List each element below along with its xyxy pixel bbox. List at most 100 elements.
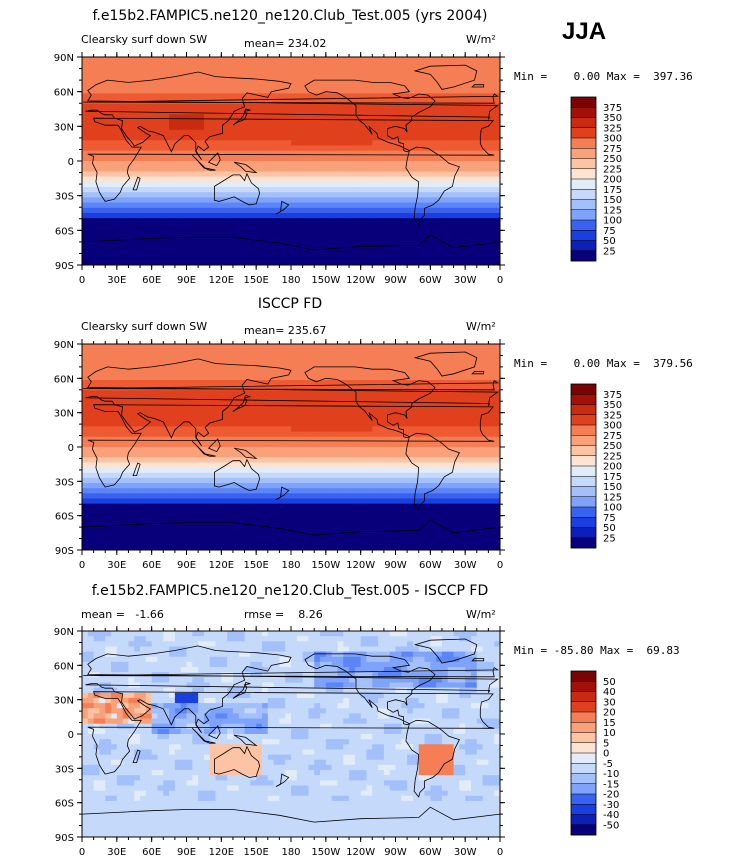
grid-cell bbox=[261, 202, 269, 209]
grid-cell bbox=[128, 244, 135, 250]
grid-cell bbox=[261, 129, 269, 136]
grid-cell bbox=[128, 192, 135, 198]
grid-cell bbox=[372, 213, 379, 219]
grid-cell bbox=[192, 129, 199, 136]
grid-cell bbox=[140, 124, 147, 131]
grid-cell bbox=[122, 181, 130, 188]
grid-cell bbox=[401, 467, 408, 474]
grid-cell bbox=[296, 202, 304, 209]
grid-cell bbox=[279, 349, 286, 355]
grid-cell bbox=[203, 140, 211, 146]
grid-cell bbox=[389, 369, 397, 376]
grid-cell bbox=[372, 410, 379, 417]
grid-cell bbox=[145, 161, 153, 167]
grid-cell bbox=[203, 254, 211, 261]
grid-cell bbox=[383, 218, 391, 224]
grid-cell bbox=[111, 67, 118, 74]
grid-cell bbox=[145, 187, 153, 193]
grid-cell bbox=[320, 140, 327, 146]
grid-cell bbox=[273, 457, 280, 464]
grid-cell bbox=[256, 233, 263, 240]
grid-cell bbox=[145, 457, 153, 464]
grid-cell bbox=[215, 395, 222, 402]
grid-cell bbox=[372, 207, 379, 214]
grid-cell bbox=[221, 218, 228, 224]
grid-cell bbox=[302, 410, 310, 417]
grid-cell bbox=[453, 390, 460, 397]
grid-cell bbox=[383, 390, 391, 397]
grid-cell bbox=[378, 228, 385, 235]
grid-cell bbox=[331, 400, 339, 407]
grid-cell bbox=[325, 354, 333, 361]
grid-cell bbox=[378, 114, 385, 120]
grid-cell bbox=[250, 349, 257, 355]
grid-cell bbox=[232, 197, 240, 204]
grid-cell bbox=[163, 233, 170, 240]
grid-cell bbox=[87, 119, 95, 126]
grid-cell bbox=[378, 416, 385, 422]
grid-cell bbox=[209, 187, 217, 193]
grid-cell bbox=[128, 354, 135, 361]
grid-cell bbox=[203, 395, 211, 402]
grid-cell bbox=[465, 155, 472, 162]
colorbar-label: 50 bbox=[603, 236, 616, 247]
grid-cell bbox=[174, 192, 182, 198]
grid-cell bbox=[261, 416, 269, 422]
grid-cell bbox=[203, 259, 211, 265]
grid-cell bbox=[163, 452, 170, 458]
grid-cell bbox=[238, 98, 246, 105]
grid-cell bbox=[441, 259, 449, 265]
grid-cell bbox=[267, 181, 275, 188]
grid-cell bbox=[296, 187, 304, 193]
grid-cell bbox=[279, 239, 286, 245]
grid-cell bbox=[343, 354, 350, 361]
grid-cell bbox=[221, 447, 228, 453]
grid-cell bbox=[227, 135, 234, 141]
grid-cell bbox=[395, 140, 402, 146]
grid-cell bbox=[470, 103, 478, 110]
grid-cell bbox=[424, 380, 431, 386]
grid-cell bbox=[169, 83, 176, 89]
grid-cell bbox=[192, 421, 199, 427]
grid-cell bbox=[482, 88, 489, 94]
grid-cell bbox=[87, 344, 95, 350]
grid-cell bbox=[221, 359, 228, 366]
grid-cell bbox=[407, 135, 414, 141]
grid-cell bbox=[99, 223, 106, 230]
grid-cell bbox=[325, 218, 333, 224]
grid-cell bbox=[203, 197, 211, 204]
grid-cell bbox=[174, 62, 182, 68]
grid-cell bbox=[291, 416, 298, 422]
grid-cell bbox=[470, 233, 478, 240]
grid-cell bbox=[261, 254, 269, 261]
grid-cell bbox=[203, 176, 211, 183]
grid-cell bbox=[151, 380, 159, 386]
grid-cell bbox=[401, 181, 408, 188]
grid-cell bbox=[256, 249, 263, 256]
grid-cell bbox=[378, 369, 385, 376]
grid-cell bbox=[163, 93, 170, 100]
grid-cell bbox=[465, 67, 472, 74]
grid-cell bbox=[302, 213, 310, 219]
grid-cell bbox=[267, 233, 275, 240]
grid-cell bbox=[383, 233, 391, 240]
grid-cell bbox=[180, 416, 188, 422]
grid-cell bbox=[401, 364, 408, 371]
grid-cell bbox=[349, 416, 356, 422]
grid-cell bbox=[116, 228, 124, 235]
grid-cell bbox=[174, 249, 182, 256]
grid-cell bbox=[134, 426, 141, 433]
grid-cell bbox=[378, 150, 385, 157]
grid-cell bbox=[291, 213, 298, 219]
grid-cell bbox=[99, 62, 106, 68]
grid-cell bbox=[99, 161, 106, 167]
grid-cell bbox=[296, 57, 304, 63]
grid-cell bbox=[436, 416, 443, 422]
grid-cell bbox=[354, 344, 362, 350]
grid-cell bbox=[157, 410, 164, 417]
grid-cell bbox=[93, 77, 101, 84]
grid-cell bbox=[302, 145, 310, 152]
grid-cell bbox=[430, 395, 437, 402]
grid-cell bbox=[372, 161, 379, 167]
grid-cell bbox=[343, 467, 350, 474]
